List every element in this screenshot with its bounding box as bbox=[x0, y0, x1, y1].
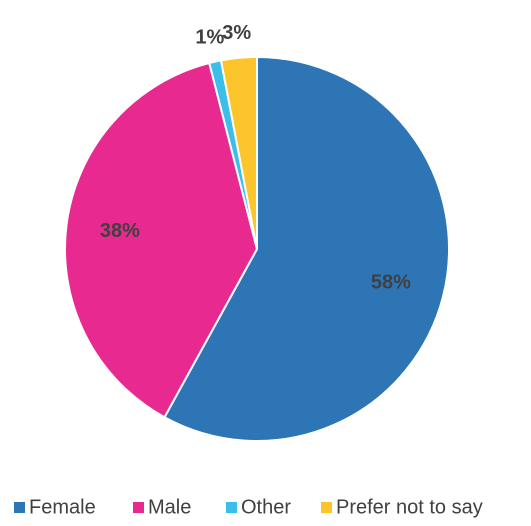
legend-label: Male bbox=[148, 496, 191, 518]
pie-slice bbox=[219, 55, 258, 250]
data-label: 58% bbox=[371, 272, 411, 294]
legend-marker bbox=[321, 502, 332, 513]
data-label: 1% bbox=[195, 26, 224, 48]
pie-slice bbox=[163, 55, 450, 442]
data-label: 3% bbox=[222, 22, 251, 44]
pie-slice bbox=[64, 61, 259, 419]
legend-label: Other bbox=[241, 496, 291, 518]
legend-label: Female bbox=[29, 496, 96, 518]
data-label: 38% bbox=[100, 220, 140, 242]
legend-marker bbox=[226, 502, 237, 513]
legend-marker bbox=[133, 502, 144, 513]
legend-label: Prefer not to say bbox=[336, 496, 483, 518]
legend-marker bbox=[14, 502, 25, 513]
